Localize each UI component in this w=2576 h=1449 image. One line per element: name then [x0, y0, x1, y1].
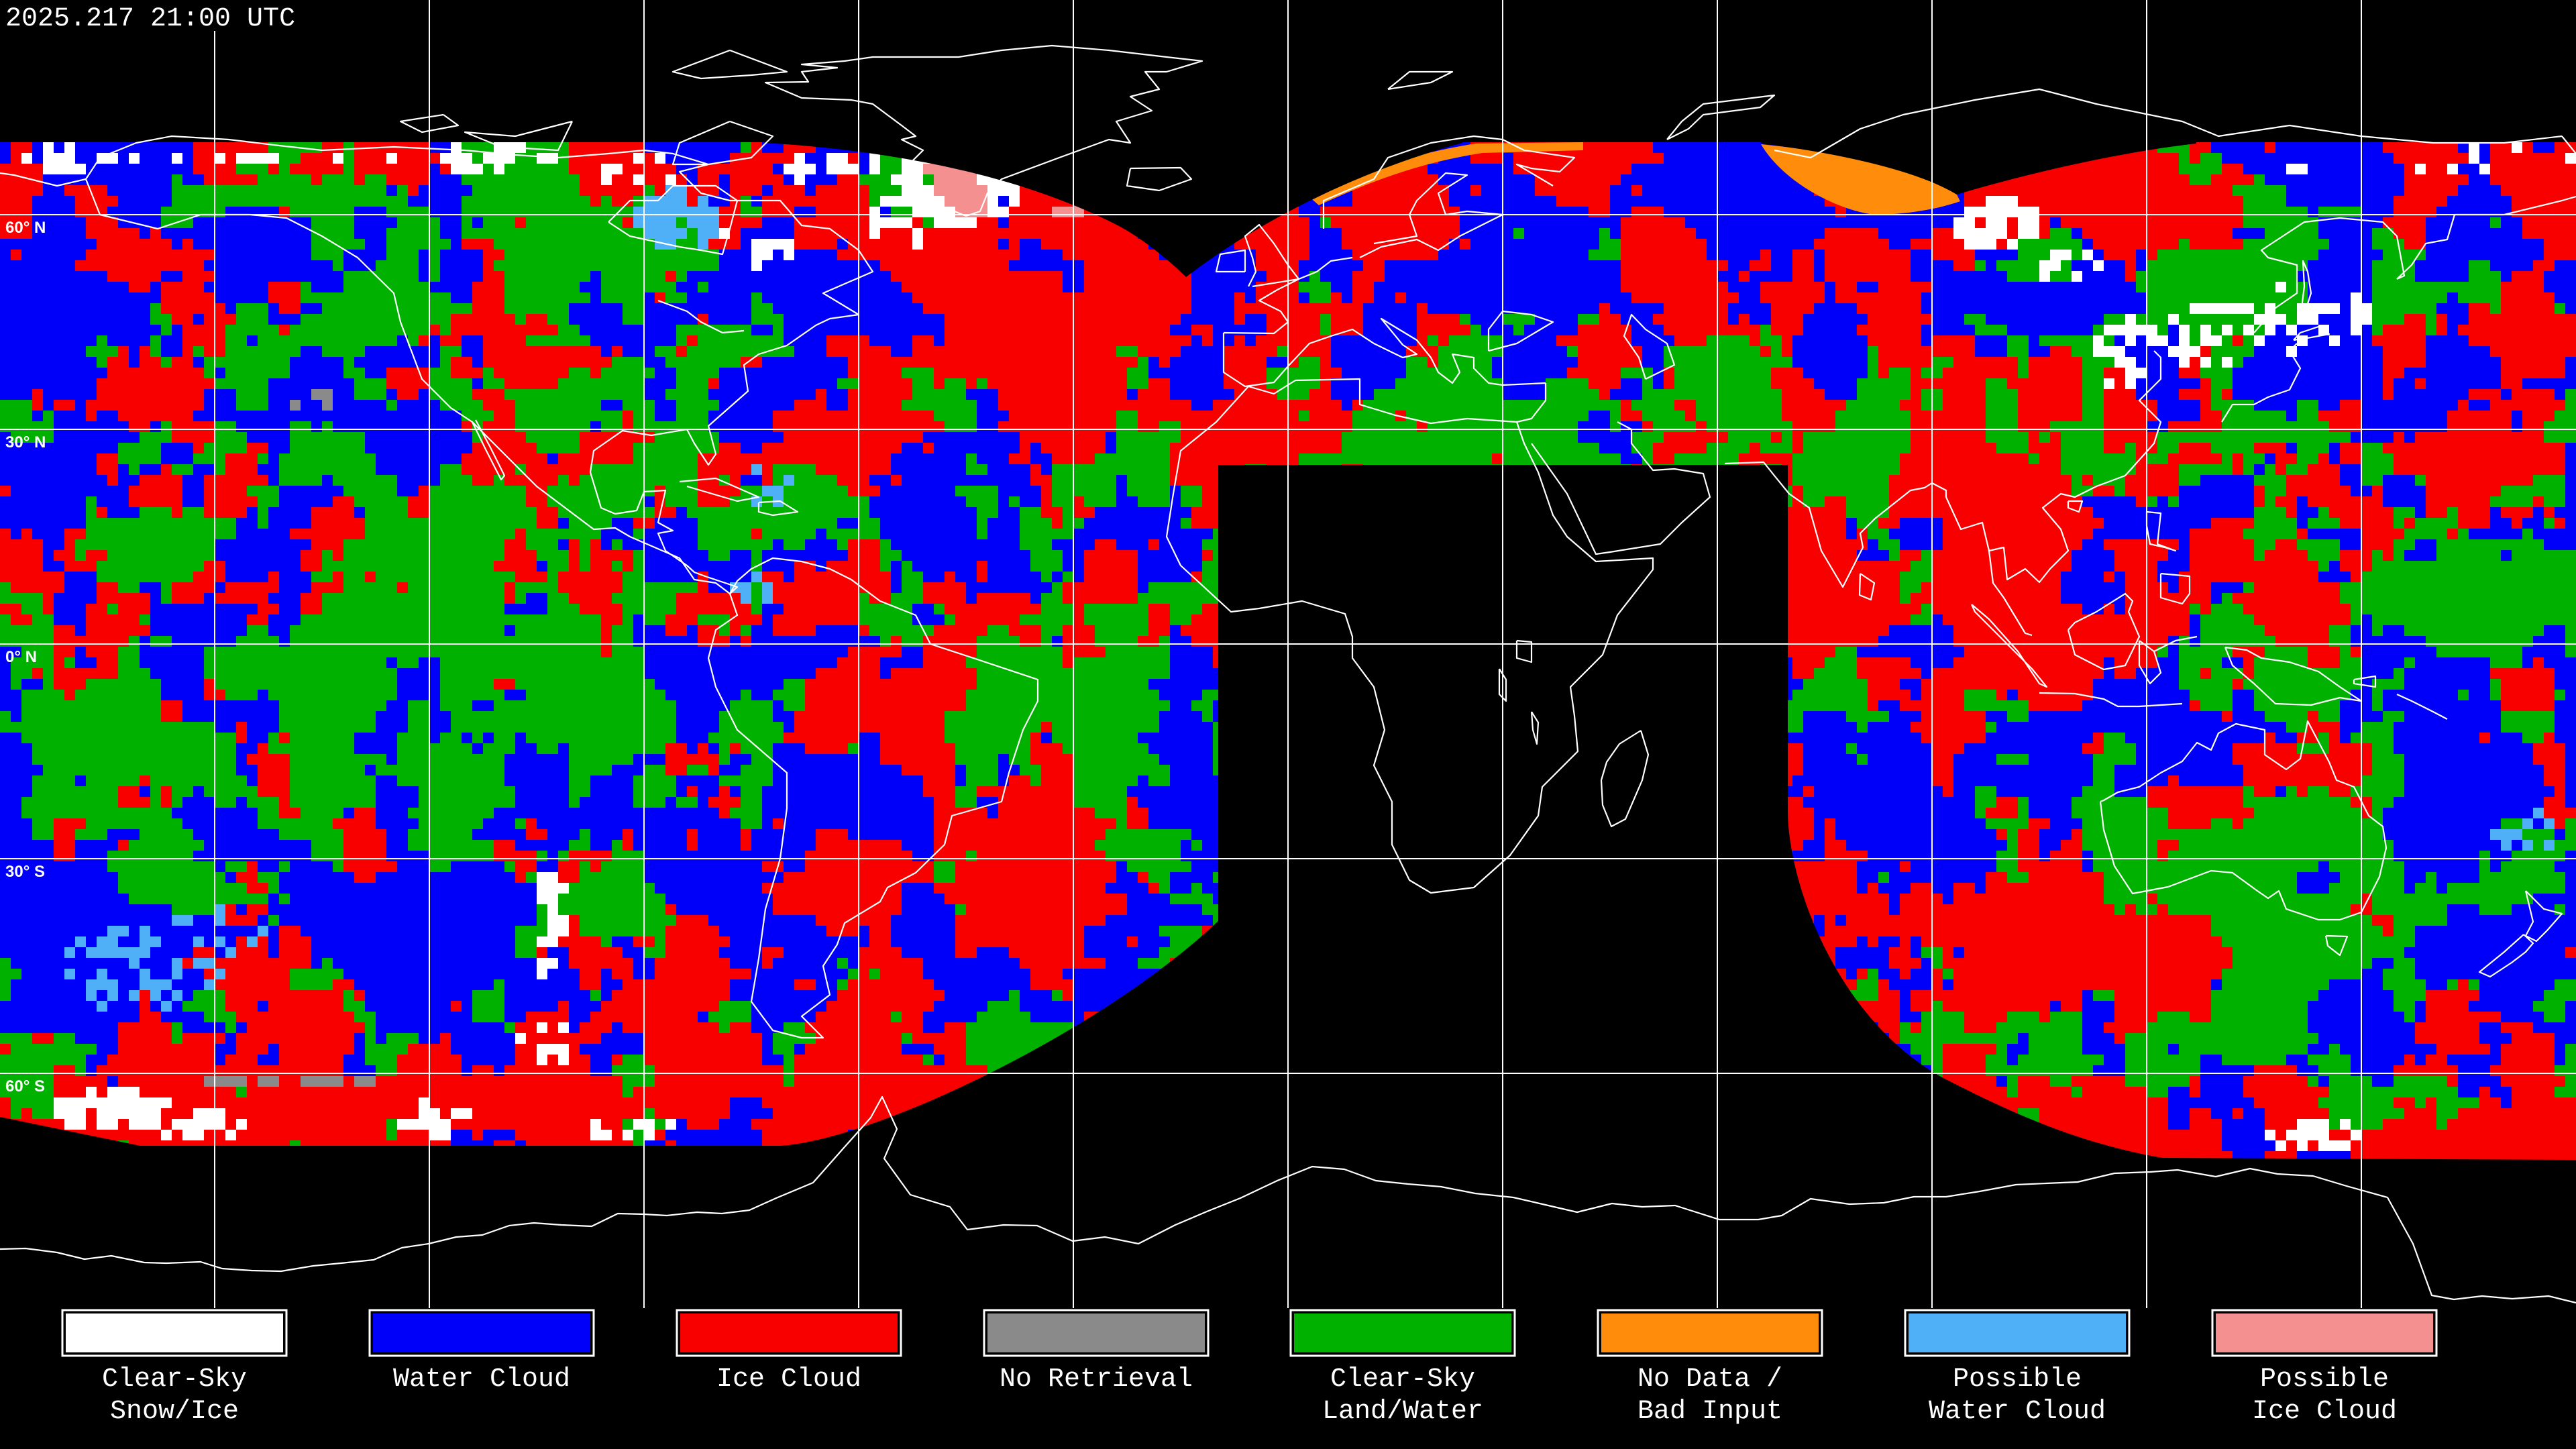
- svg-text:60° N: 60° N: [5, 219, 46, 237]
- svg-text:Clear-Sky: Clear-Sky: [102, 1364, 247, 1395]
- svg-text:Land/Water: Land/Water: [1322, 1397, 1483, 1427]
- svg-text:Ice Cloud: Ice Cloud: [716, 1364, 861, 1395]
- svg-text:60° S: 60° S: [5, 1077, 45, 1095]
- svg-text:Water Cloud: Water Cloud: [1929, 1397, 2106, 1427]
- svg-text:Clear-Sky: Clear-Sky: [1330, 1364, 1475, 1395]
- svg-text:Possible: Possible: [1953, 1364, 2082, 1395]
- svg-text:Snow/Ice: Snow/Ice: [110, 1397, 239, 1427]
- svg-text:30° S: 30° S: [5, 863, 45, 881]
- svg-text:Water Cloud: Water Cloud: [393, 1364, 570, 1395]
- svg-text:Ice Cloud: Ice Cloud: [2252, 1397, 2397, 1427]
- svg-text:2025.217 21:00 UTC: 2025.217 21:00 UTC: [5, 4, 295, 34]
- svg-text:30° N: 30° N: [5, 433, 46, 451]
- svg-text:No Retrieval: No Retrieval: [1000, 1364, 1193, 1395]
- svg-text:Possible: Possible: [2260, 1364, 2389, 1395]
- svg-text:No Data /: No Data /: [1638, 1364, 1782, 1395]
- svg-text:Bad Input: Bad Input: [1638, 1397, 1782, 1427]
- svg-text:0° N: 0° N: [5, 648, 37, 666]
